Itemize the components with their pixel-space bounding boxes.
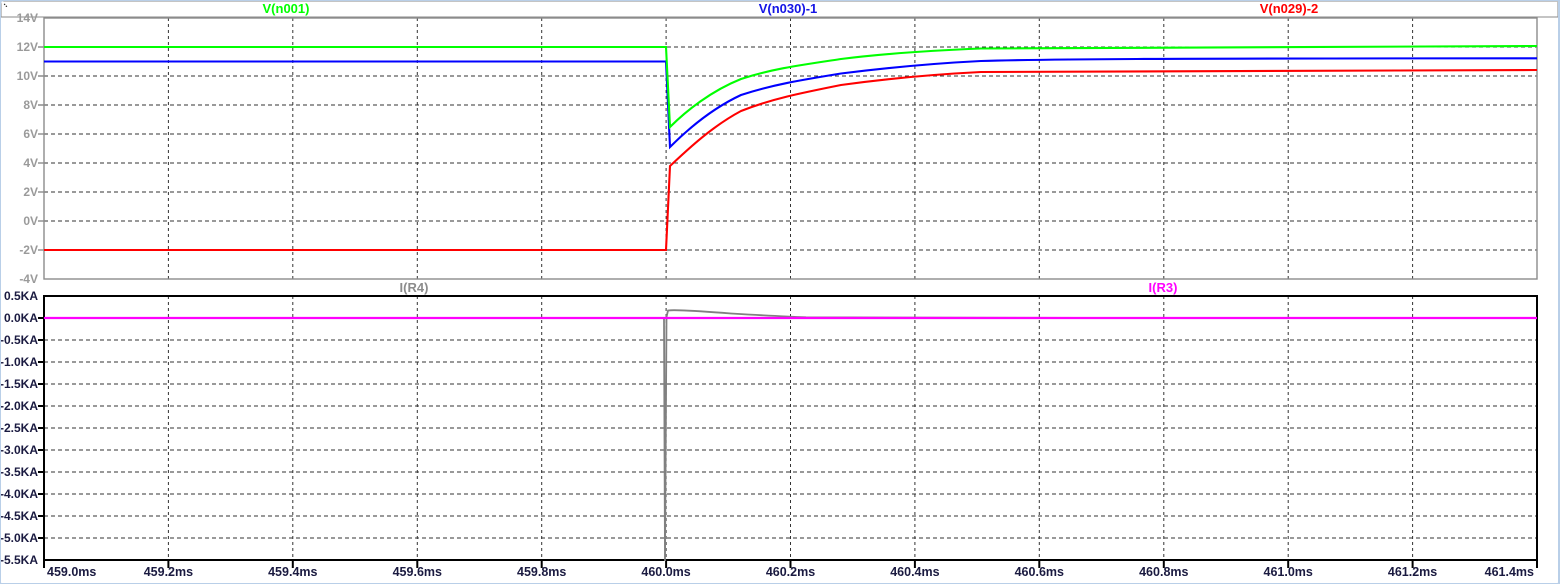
svg-text:V(n001): V(n001) (263, 1, 310, 16)
svg-text:0.0KA: 0.0KA (4, 311, 38, 325)
svg-text:-4.0KA: -4.0KA (1, 487, 38, 501)
svg-text:6V: 6V (23, 127, 38, 141)
svg-text:-2V: -2V (19, 243, 38, 257)
svg-text:-1.5KA: -1.5KA (1, 377, 38, 391)
svg-text:459.0ms: 459.0ms (47, 565, 96, 579)
svg-text:461.0ms: 461.0ms (1264, 565, 1313, 579)
svg-text:-0.5KA: -0.5KA (1, 333, 38, 347)
svg-text:-2.0KA: -2.0KA (1, 399, 38, 413)
svg-text:460.8ms: 460.8ms (1139, 565, 1188, 579)
svg-text:0.5KA: 0.5KA (4, 289, 38, 303)
svg-text:V(n029)-2: V(n029)-2 (1260, 1, 1319, 16)
svg-text:460.4ms: 460.4ms (890, 565, 939, 579)
svg-text:-5.5KA: -5.5KA (1, 553, 38, 567)
svg-text:461.4ms: 461.4ms (1485, 565, 1534, 579)
svg-text:I(R4): I(R4) (400, 280, 429, 295)
svg-text:-3.0KA: -3.0KA (1, 443, 38, 457)
svg-text:0V: 0V (23, 214, 38, 228)
svg-text:459.4ms: 459.4ms (268, 565, 317, 579)
svg-text:10V: 10V (17, 69, 38, 83)
svg-text:461.2ms: 461.2ms (1388, 565, 1437, 579)
svg-text:460.6ms: 460.6ms (1015, 565, 1064, 579)
svg-text:459.8ms: 459.8ms (517, 565, 566, 579)
svg-text:-5.0KA: -5.0KA (1, 531, 38, 545)
svg-text:-3.5KA: -3.5KA (1, 465, 38, 479)
svg-text:459.6ms: 459.6ms (393, 565, 442, 579)
svg-text:I(R3): I(R3) (1149, 280, 1178, 295)
svg-text:460.2ms: 460.2ms (766, 565, 815, 579)
svg-text:4V: 4V (23, 156, 38, 170)
svg-text:12V: 12V (17, 40, 38, 54)
svg-text:8V: 8V (23, 98, 38, 112)
svg-text:-2.5KA: -2.5KA (1, 421, 38, 435)
svg-text:-4.5KA: -4.5KA (1, 509, 38, 523)
svg-text:-1.0KA: -1.0KA (1, 355, 38, 369)
svg-text:14V: 14V (17, 11, 38, 25)
svg-text:-4V: -4V (19, 272, 38, 286)
svg-text:459.2ms: 459.2ms (144, 565, 193, 579)
svg-text:2V: 2V (23, 185, 38, 199)
svg-text:V(n030)-1: V(n030)-1 (759, 1, 818, 16)
svg-text:460.0ms: 460.0ms (641, 565, 690, 579)
